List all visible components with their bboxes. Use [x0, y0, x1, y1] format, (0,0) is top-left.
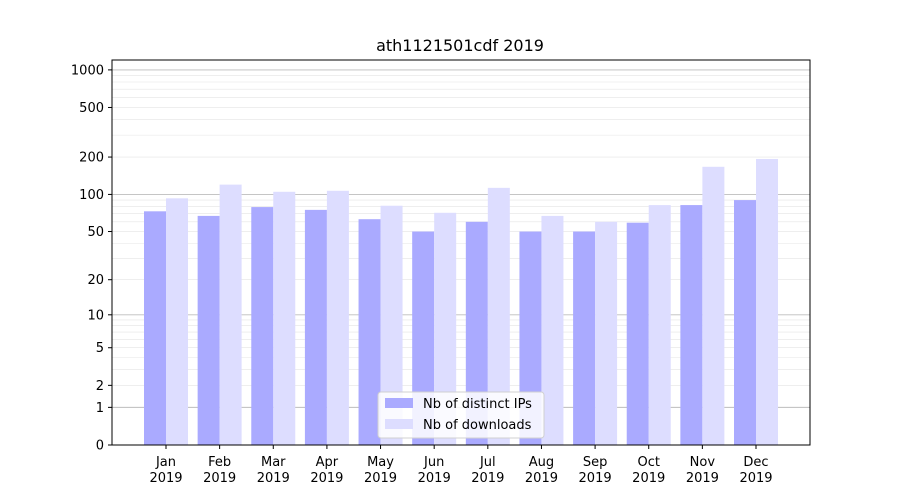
- bar-ips-6: [465, 221, 488, 445]
- y-tick-label: 500: [79, 101, 104, 116]
- bar-ips-1: [197, 215, 220, 445]
- y-tick-label: 10: [87, 308, 104, 323]
- bar-downloads-9: [648, 205, 671, 445]
- x-tick-label: Nov 2019: [686, 455, 719, 486]
- bar-downloads-6: [487, 187, 510, 445]
- legend-label: Nb of downloads: [423, 418, 532, 433]
- legend: Nb of distinct IPs Nb of downloads: [377, 391, 545, 439]
- y-tick-label: 100: [79, 188, 104, 203]
- bar-ips-10: [680, 205, 703, 445]
- x-tick-year: 2019: [418, 471, 451, 486]
- x-tick-label: Dec 2019: [739, 455, 772, 486]
- bar-downloads-1: [219, 184, 242, 445]
- bar-ips-4: [358, 219, 381, 445]
- bar-ips-3: [304, 209, 327, 445]
- x-tick-year: 2019: [632, 471, 665, 486]
- x-tick-month: Sep: [583, 455, 608, 470]
- bar-downloads-2: [273, 191, 296, 445]
- x-tick-month: Feb: [208, 455, 231, 470]
- x-tick-label: Jan 2019: [149, 455, 182, 486]
- x-tick-label: Jun 2019: [418, 455, 451, 486]
- bar-ips-0: [144, 211, 166, 445]
- x-tick-month: Oct: [637, 455, 659, 470]
- x-tick-label: Apr 2019: [310, 455, 343, 486]
- x-tick-year: 2019: [686, 471, 719, 486]
- bar-downloads-10: [702, 166, 725, 446]
- y-tick-label: 0: [96, 439, 104, 454]
- x-tick-label: Sep 2019: [579, 455, 612, 486]
- x-tick-year: 2019: [149, 471, 182, 486]
- x-tick-year: 2019: [525, 471, 558, 486]
- x-tick-month: Jul: [479, 455, 496, 470]
- bar-ips-11: [734, 200, 756, 445]
- chart-title: ath1121501cdf 2019: [376, 36, 544, 55]
- y-tick-label: 20: [87, 273, 104, 288]
- x-tick-year: 2019: [257, 471, 290, 486]
- x-tick-year: 2019: [579, 471, 612, 486]
- bar-downloads-3: [326, 190, 349, 445]
- x-tick-month: Aug: [529, 455, 554, 470]
- plot-frame: [111, 59, 811, 446]
- bar-ips-9: [626, 222, 649, 445]
- y-tick-label: 1: [96, 401, 104, 416]
- x-tick-year: 2019: [471, 471, 504, 486]
- x-tick-month: Jan: [155, 455, 176, 470]
- bar-ips-2: [251, 207, 274, 445]
- bar-ips-8: [573, 231, 596, 445]
- bar-downloads-5: [434, 212, 457, 445]
- x-tick-month: Mar: [261, 455, 286, 470]
- y-tick-label: 5: [96, 341, 104, 356]
- bar-downloads-8: [595, 221, 618, 445]
- x-tick-label: May 2019: [364, 455, 397, 486]
- y-tick-label: 200: [79, 151, 104, 166]
- x-tick-month: Nov: [690, 455, 716, 470]
- bar-downloads-7: [541, 215, 564, 445]
- x-tick-year: 2019: [739, 471, 772, 486]
- x-tick-label: Oct 2019: [632, 455, 665, 486]
- y-tick-label: 1000: [71, 63, 104, 78]
- x-tick-year: 2019: [310, 471, 343, 486]
- y-axis: 0 1 2 5 10 20 50 100 200 500 1000: [71, 63, 112, 454]
- legend-swatch: [385, 419, 413, 429]
- bar-downloads-4: [380, 205, 403, 445]
- x-tick-label: Aug 2019: [525, 455, 558, 486]
- x-tick-label: Jul 2019: [471, 455, 504, 486]
- legend-label: Nb of distinct IPs: [423, 397, 532, 412]
- bar-downloads-11: [756, 158, 778, 445]
- x-tick-year: 2019: [203, 471, 236, 486]
- x-tick-month: Jun: [423, 455, 444, 470]
- x-tick-month: Dec: [743, 455, 768, 470]
- legend-swatch: [385, 398, 413, 408]
- y-tick-label: 2: [96, 379, 104, 394]
- legend-box: [377, 391, 545, 439]
- x-tick-month: May: [367, 455, 394, 470]
- x-tick-label: Mar 2019: [257, 455, 290, 486]
- bar-downloads-0: [166, 198, 188, 445]
- x-tick-label: Feb 2019: [203, 455, 236, 486]
- x-tick-month: Apr: [316, 455, 339, 470]
- x-tick-year: 2019: [364, 471, 397, 486]
- y-tick-label: 50: [87, 225, 104, 240]
